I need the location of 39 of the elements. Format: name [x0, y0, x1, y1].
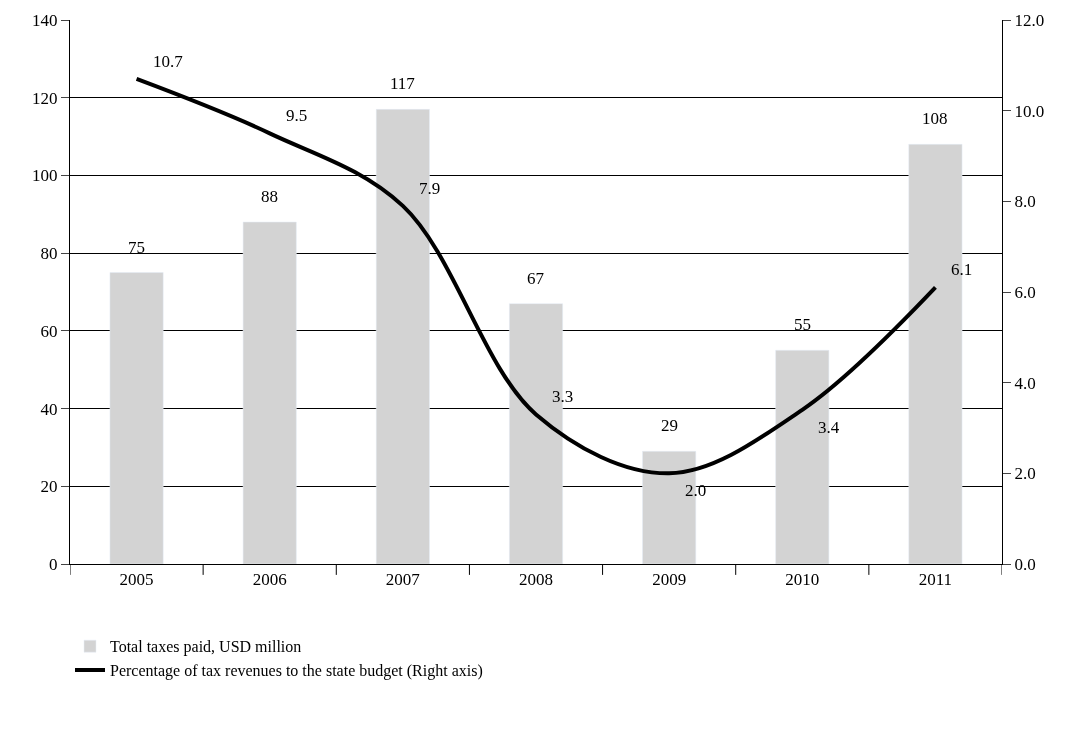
- y-tick-label: 40: [40, 399, 58, 419]
- bar: [109, 272, 164, 564]
- data-label: 55: [794, 315, 811, 334]
- y-tick-label: 140: [32, 10, 58, 30]
- data-label: 117: [390, 74, 416, 93]
- data-label: 10.7: [153, 52, 184, 71]
- data-label: 75: [128, 238, 145, 257]
- data-label: 6.1: [951, 260, 973, 279]
- x-tick-label: 2008: [519, 570, 553, 590]
- bar: [242, 221, 297, 564]
- y-tick-label: 120: [32, 88, 58, 108]
- y2-tick-label: 12.0: [1014, 10, 1045, 30]
- y-tick-label: 80: [40, 244, 58, 264]
- y-tick-label: 60: [40, 321, 58, 341]
- y2-tick-label: 10.0: [1014, 101, 1045, 121]
- data-label: 3.3: [552, 387, 574, 406]
- y2-tick-label: 0.0: [1014, 554, 1036, 574]
- legend-label: Percentage of tax revenues to the state budget (Right axis): [110, 662, 483, 681]
- data-label: 67: [527, 269, 545, 288]
- data-label: 7.9: [419, 179, 441, 198]
- y-tick-label: 20: [40, 477, 58, 497]
- x-tick-label: 2011: [918, 570, 953, 590]
- y-tick-label: 0: [49, 554, 58, 574]
- x-tick-label: 2007: [385, 570, 421, 590]
- x-tick-label: 2006: [252, 570, 287, 590]
- y2-tick-label: 2.0: [1014, 464, 1036, 484]
- data-label: 88: [261, 187, 278, 206]
- data-label: 9.5: [286, 106, 308, 125]
- x-tick-label: 2009: [652, 570, 687, 590]
- y2-tick-label: 8.0: [1014, 192, 1036, 212]
- x-tick-label: 2010: [785, 570, 820, 590]
- y2-tick-label: 4.0: [1014, 373, 1036, 393]
- data-label: 3.4: [818, 418, 840, 437]
- y-tick-label: 100: [32, 166, 58, 186]
- y2-tick-label: 6.0: [1014, 282, 1036, 302]
- legend-label: Total taxes paid, USD million: [110, 638, 302, 657]
- x-tick-label: 2005: [119, 570, 154, 590]
- data-label: 108: [922, 109, 948, 128]
- data-label: 29: [661, 416, 678, 435]
